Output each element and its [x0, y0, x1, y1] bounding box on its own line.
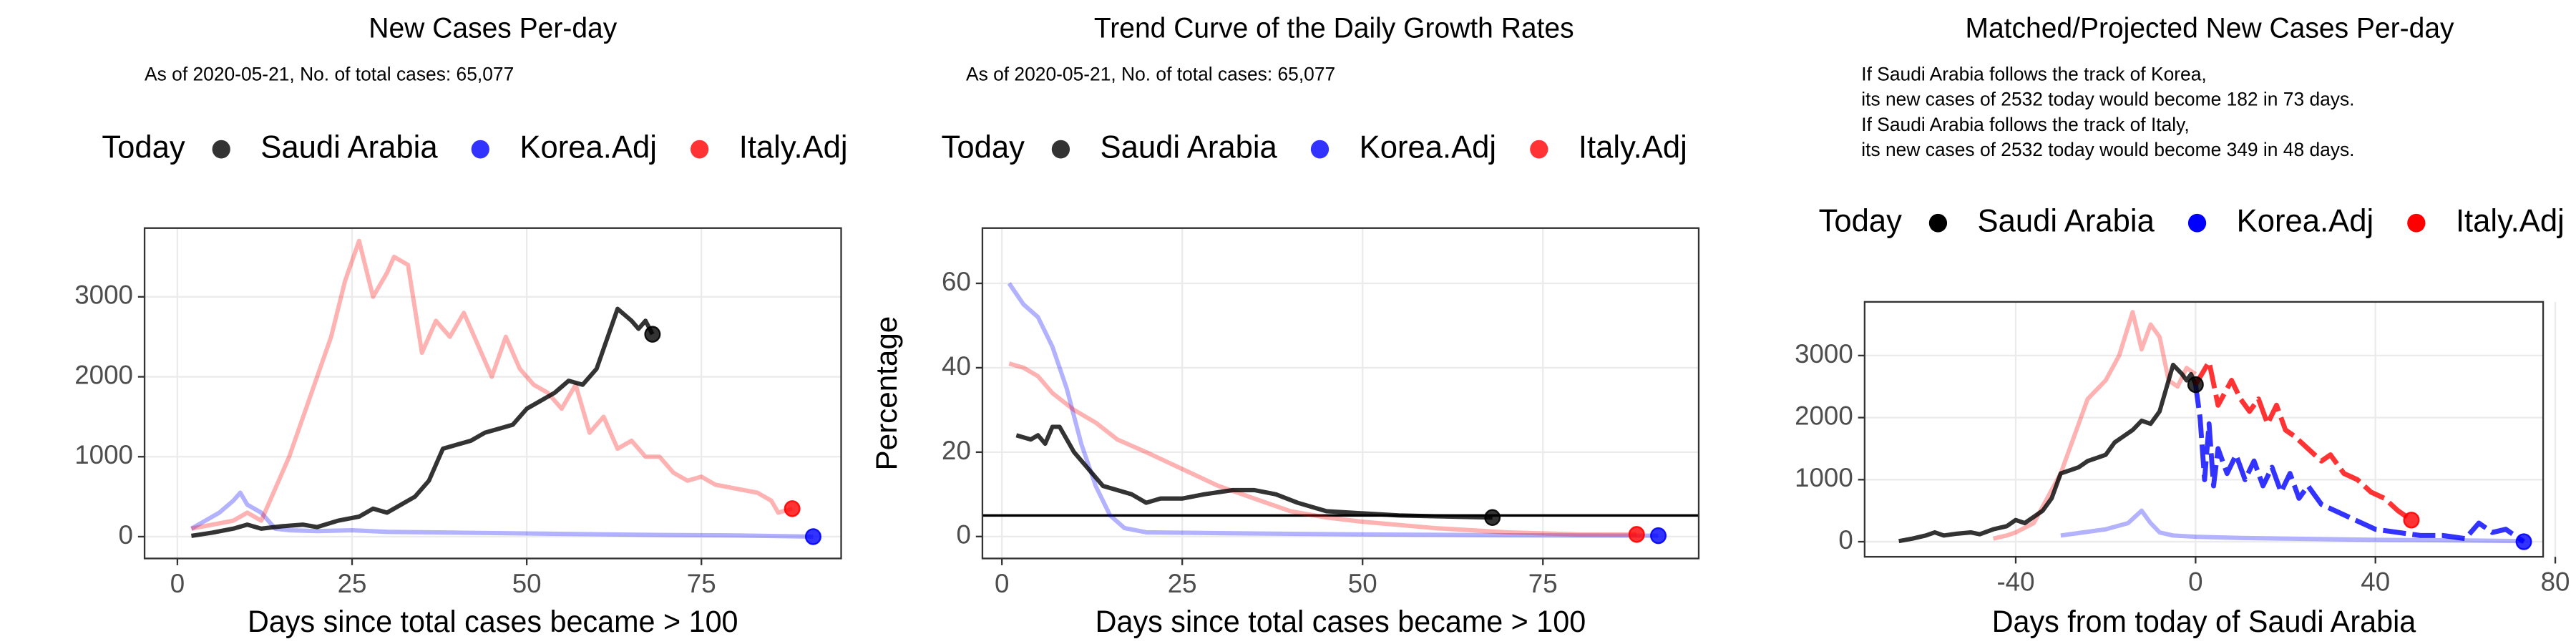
y-tick-label: 0: [1838, 525, 1853, 555]
legend-marker: [2407, 213, 2426, 233]
plot-background: [145, 228, 841, 559]
projected-line: [2192, 384, 2525, 544]
annotation: its new cases of 2532 today would become…: [1861, 139, 2354, 160]
annotation: If Saudi Arabia follows the track of Ita…: [1861, 114, 2189, 135]
legend-label: Italy.Adj: [2456, 203, 2565, 239]
legend-marker: [690, 140, 709, 159]
endpoint-marker: [784, 500, 801, 517]
legend-marker: [212, 140, 230, 159]
x-tick-label: 0: [995, 568, 1009, 598]
y-tick-label: 2000: [74, 359, 133, 389]
series-line: [191, 306, 655, 538]
legend-marker: [1928, 213, 1948, 233]
x-tick-label: 40: [2361, 566, 2390, 596]
chart-panel: New Cases Per-day As of 2020-05-21, No. o…: [74, 12, 847, 638]
legend-title: Today: [102, 130, 185, 165]
x-axis-title: Days since total cases became > 100: [1096, 605, 1586, 638]
x-tick-label: 50: [1348, 568, 1377, 598]
legend-marker: [2187, 213, 2207, 233]
x-tick-label: 0: [170, 568, 185, 598]
endpoint-marker: [2187, 376, 2204, 394]
legend-label: Korea.Adj: [2237, 203, 2374, 239]
plot-area: [190, 238, 814, 540]
plot-border: [143, 227, 842, 560]
plot-area: [1898, 310, 2525, 544]
series-line: [1898, 362, 2198, 544]
legend-label: Italy.Adj: [739, 130, 848, 165]
series-line: [190, 238, 793, 531]
chart-panel: Matched/Projected New Cases Per-day If Sa…: [1795, 12, 2570, 638]
x-tick-label: 25: [1168, 568, 1197, 598]
y-tick-label: 0: [119, 519, 133, 550]
x-tick-label: 80: [2541, 566, 2570, 596]
x-tick-label: -40: [1996, 566, 2034, 596]
y-tick-label: 40: [942, 350, 971, 380]
plot-background: [982, 228, 1699, 559]
x-tick-label: 25: [338, 568, 367, 598]
x-tick-label: 75: [1528, 568, 1558, 598]
subtitle: As of 2020-05-21, No. of total cases: 65…: [966, 63, 1335, 84]
annotation: its new cases of 2532 today would become…: [1861, 88, 2354, 109]
legend-title: Today: [1819, 203, 1902, 239]
legend-label: Korea.Adj: [1360, 130, 1497, 165]
legend-marker: [1051, 140, 1070, 159]
subtitle: As of 2020-05-21, No. of total cases: 65…: [145, 63, 514, 84]
endpoint-marker: [1650, 527, 1667, 545]
endpoint-marker: [644, 326, 661, 343]
legend-label: Saudi Arabia: [260, 130, 438, 165]
x-axis-title: Days from today of Saudi Arabia: [1992, 605, 2416, 638]
legend-label: Italy.Adj: [1579, 130, 1687, 165]
x-axis-title: Days since total cases became > 100: [248, 605, 738, 638]
endpoint-marker: [804, 528, 821, 545]
y-tick-label: 1000: [74, 439, 133, 469]
projected-line: [2193, 359, 2413, 522]
y-tick-label: 3000: [1795, 338, 1853, 368]
x-tick-label: 50: [512, 568, 542, 598]
endpoint-marker: [2403, 512, 2420, 529]
chart-panel: Trend Curve of the Daily Growth Rates As …: [869, 12, 1700, 638]
y-tick-label: 3000: [74, 279, 133, 309]
series-line: [1007, 282, 1659, 538]
y-tick-label: 20: [942, 434, 971, 464]
x-tick-label: 75: [687, 568, 716, 598]
legend-label: Korea.Adj: [519, 130, 657, 165]
y-axis-title: Percentage: [869, 316, 903, 471]
legend-marker: [471, 140, 489, 159]
plot-border: [1863, 301, 2545, 558]
legend-label: Saudi Arabia: [1978, 203, 2155, 239]
endpoint-marker: [2515, 533, 2532, 550]
endpoint-marker: [1628, 526, 1645, 543]
y-tick-label: 2000: [1795, 400, 1853, 430]
plot-background: [1864, 301, 2544, 557]
plot-area: [982, 282, 1699, 538]
series-line: [190, 490, 814, 540]
y-tick-label: 1000: [1795, 462, 1853, 492]
endpoint-marker: [1484, 509, 1501, 526]
legend-marker: [1310, 140, 1330, 159]
chart-title: Trend Curve of the Daily Growth Rates: [1094, 12, 1574, 44]
chart-title: New Cases Per-day: [369, 12, 617, 44]
legend-label: Saudi Arabia: [1101, 130, 1278, 165]
series-line: [1015, 424, 1493, 520]
legend-marker: [1530, 140, 1548, 159]
x-tick-label: 0: [2188, 566, 2202, 596]
series-line: [1008, 361, 1637, 537]
y-tick-label: 60: [942, 266, 971, 296]
annotation: If Saudi Arabia follows the track of Kor…: [1861, 63, 2206, 84]
series-line: [2060, 508, 2524, 544]
chart-title: Matched/Projected New Cases Per-day: [1965, 12, 2454, 44]
plot-border: [981, 227, 1700, 560]
legend-title: Today: [942, 130, 1025, 165]
y-tick-label: 0: [956, 519, 970, 549]
